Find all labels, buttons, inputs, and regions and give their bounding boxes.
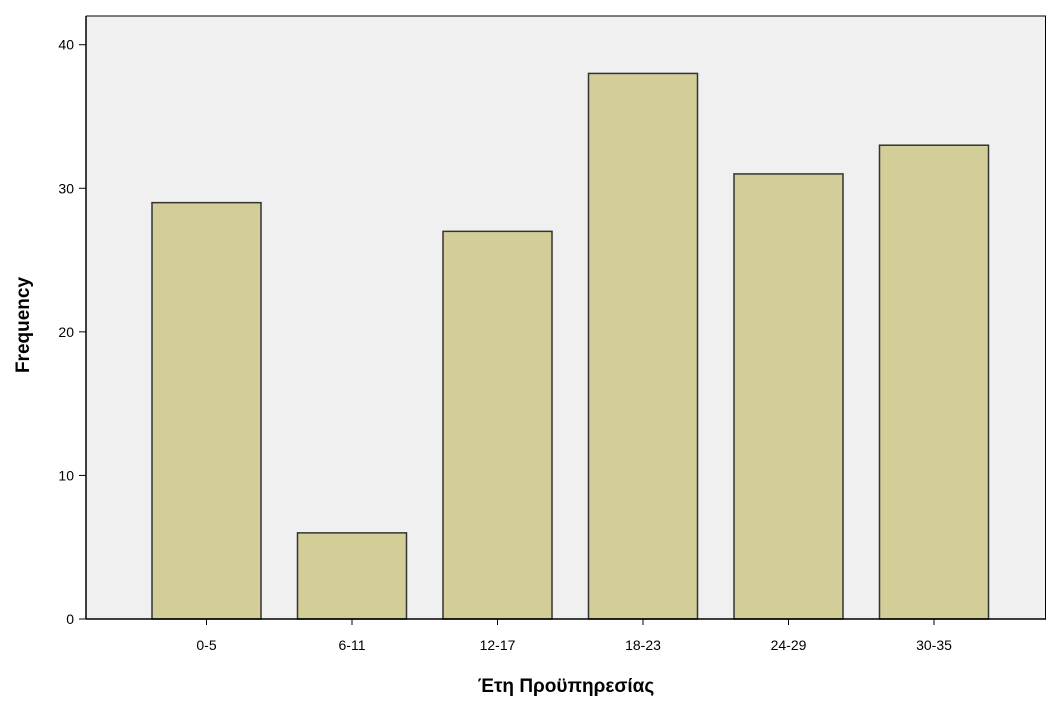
- y-axis-title: Frequency: [13, 277, 34, 374]
- y-tick-label: 10: [58, 467, 74, 483]
- bar-30-35: [878, 144, 990, 620]
- y-axis-ticks: 0 10 20 30 40: [58, 37, 86, 627]
- x-tick-label: 0-5: [196, 637, 216, 653]
- bar-6-11: [296, 532, 408, 620]
- x-tick-label: 24-29: [771, 637, 807, 653]
- x-axis-title: Έτη Προϋπηρεσίας: [478, 676, 655, 697]
- x-tick-label: 18-23: [625, 637, 661, 653]
- x-tick-label: 12-17: [480, 637, 516, 653]
- y-tick-label: 0: [66, 611, 74, 627]
- bar-0-5: [151, 201, 262, 620]
- bar-18-23: [587, 72, 699, 620]
- bar-12-17: [442, 230, 553, 620]
- x-tick-label: 30-35: [916, 637, 952, 653]
- x-tick-label: 6-11: [339, 637, 366, 653]
- y-tick-label: 30: [58, 180, 74, 196]
- y-tick-label: 20: [58, 324, 74, 340]
- x-axis-ticks: 0-5 6-11 12-17 18-23 24-29 30-35: [196, 619, 952, 653]
- y-tick-label: 40: [58, 37, 74, 53]
- bar-24-29: [733, 173, 844, 620]
